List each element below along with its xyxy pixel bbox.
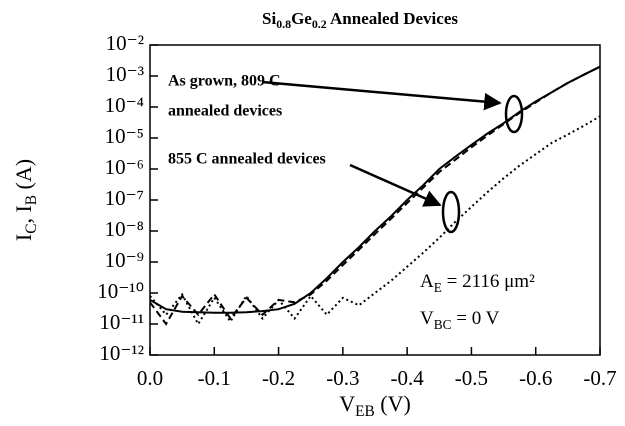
x-tick-label: -0.6	[519, 366, 552, 390]
x-tick-label: -0.3	[326, 366, 359, 390]
x-axis-label: VEB (V)	[339, 391, 411, 419]
x-tick-label: 0.0	[137, 366, 163, 390]
x-tick-label: -0.2	[262, 366, 295, 390]
annotation: VBC = 0 V	[420, 308, 500, 332]
x-tick-label: -0.5	[455, 366, 488, 390]
annotation: AE = 2116 μm²	[420, 271, 535, 295]
y-tick-label: 10⁻³	[106, 62, 144, 86]
y-tick-label: 10⁻⁹	[105, 248, 144, 272]
chart-title: Si0.8Ge0.2 Annealed Devices	[262, 9, 458, 31]
x-tick-label: -0.1	[198, 366, 231, 390]
y-tick-label: 10⁻¹⁰	[97, 279, 144, 303]
y-tick-label: 10⁻²	[106, 31, 144, 55]
y-tick-label: 10⁻⁶	[105, 155, 144, 179]
arrow	[261, 80, 502, 111]
y-tick-label: 10⁻⁷	[105, 186, 144, 210]
y-tick-label: 10⁻¹²	[99, 341, 144, 365]
y-axis-label: IC, IB (A)	[11, 159, 39, 241]
x-tick-label: -0.7	[583, 366, 616, 390]
series-line	[149, 65, 601, 326]
y-tick-label: 10⁻⁵	[105, 124, 144, 148]
x-tick-label: -0.4	[391, 366, 425, 390]
y-tick-label: 10⁻⁴	[105, 93, 144, 117]
annotation: As grown, 809 C	[168, 73, 281, 90]
annotation: 855 C annealed devices	[168, 151, 326, 168]
y-tick-label: 10⁻¹¹	[99, 310, 144, 334]
series-line	[149, 115, 601, 326]
y-tick-label: 10⁻⁸	[105, 217, 144, 241]
annotation: annealed devices	[168, 103, 282, 120]
highlight-ellipse	[504, 94, 524, 134]
arrow	[349, 163, 442, 207]
highlight-ellipse	[441, 190, 461, 234]
